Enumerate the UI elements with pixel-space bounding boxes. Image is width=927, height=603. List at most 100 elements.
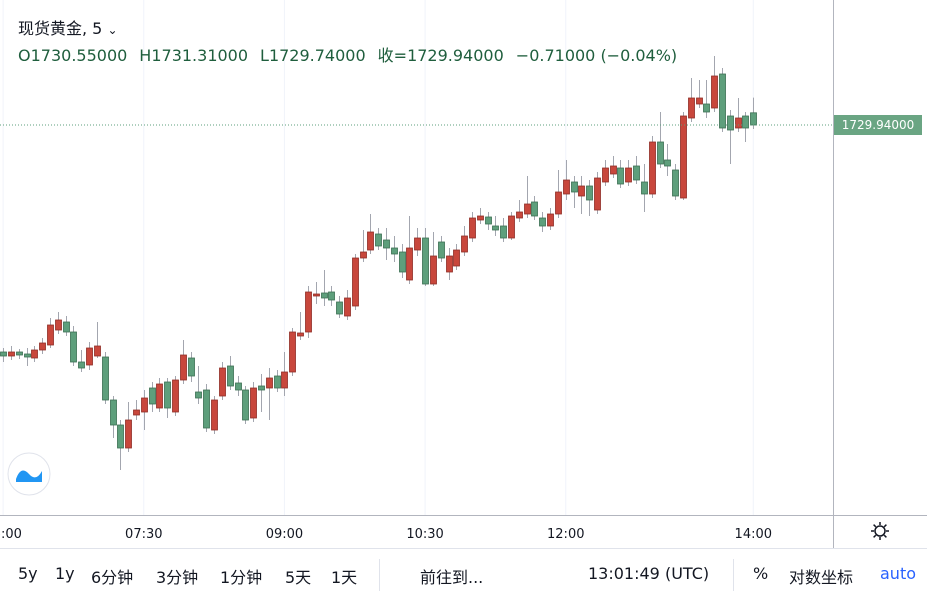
price-label: 1729.94000	[842, 118, 915, 132]
candle-body	[414, 237, 421, 251]
range-button[interactable]: 1y	[55, 564, 75, 583]
candle-body	[0, 351, 7, 357]
candle-body	[508, 215, 515, 239]
range-button[interactable]: 5天	[285, 568, 312, 587]
candle-body	[203, 389, 210, 429]
range-button[interactable]: 5y	[18, 564, 38, 583]
candle-body	[641, 181, 648, 195]
candle-body	[102, 356, 109, 401]
candle-body	[680, 115, 687, 199]
candle-body	[352, 257, 359, 307]
candle-body	[555, 191, 562, 215]
candle-body	[125, 419, 132, 449]
candle-body	[719, 73, 726, 129]
x-tick-label: 07:30	[125, 527, 162, 542]
candle-body	[649, 141, 656, 195]
candle-body	[485, 216, 492, 225]
candle-body	[664, 159, 671, 167]
candle-body	[672, 169, 679, 197]
goto[interactable]: 前往到...	[420, 568, 484, 587]
candle-body	[266, 377, 273, 389]
candle-body	[727, 115, 734, 131]
x-tick-label: 06:00	[0, 527, 22, 542]
candle-body	[321, 292, 328, 299]
candle-body	[305, 291, 312, 333]
candle-body	[250, 387, 257, 419]
candle-body	[149, 387, 156, 405]
range-button[interactable]: 1分钟	[220, 568, 263, 587]
candle-body	[328, 291, 335, 301]
separator	[379, 559, 380, 591]
x-tick-label: 09:00	[266, 527, 303, 542]
candle-body	[180, 354, 187, 381]
candle-body	[539, 217, 546, 227]
log-scale[interactable]: 对数坐标	[789, 568, 854, 587]
price-label-box	[834, 115, 922, 135]
title: 现货黄金, 5	[18, 19, 103, 38]
candle-body	[633, 165, 640, 181]
open: O1730.55000	[18, 46, 128, 65]
candle-body	[47, 324, 54, 346]
x-tick-label: 10:30	[406, 527, 443, 542]
candle-body	[399, 251, 406, 273]
candle-body	[117, 424, 124, 449]
candle-body	[235, 382, 242, 391]
candle-body	[696, 97, 703, 105]
candle-body	[750, 112, 757, 126]
candle-body	[563, 179, 570, 195]
clock: 13:01:49 (UTC)	[588, 564, 710, 583]
candle-body	[172, 379, 179, 413]
high: H1731.31000	[139, 46, 249, 65]
candle-body	[602, 167, 609, 183]
candle-body	[156, 383, 163, 409]
change: −0.71000 (−0.04%)	[515, 46, 678, 65]
candle-body	[703, 103, 710, 113]
close: 收=1729.94000	[377, 46, 504, 65]
candle-body	[219, 367, 226, 397]
candle-body	[55, 319, 62, 331]
settings-icon[interactable]	[871, 522, 889, 540]
candle-body	[610, 165, 617, 175]
candle-body	[446, 255, 453, 273]
percent[interactable]: %	[753, 564, 769, 583]
candle-body	[141, 397, 148, 413]
candle-body	[594, 177, 601, 211]
candle-body	[406, 247, 413, 281]
x-tick-label: 12:00	[547, 527, 584, 542]
separator	[733, 559, 734, 591]
candle-body	[375, 233, 382, 247]
candle-body	[516, 211, 523, 219]
candle-body	[711, 75, 718, 109]
candle-body	[70, 331, 77, 363]
candle-body	[617, 167, 624, 185]
range-button[interactable]: 1天	[331, 568, 358, 587]
candle-body	[94, 345, 101, 357]
candle-body	[164, 381, 171, 409]
candle-body	[344, 297, 351, 317]
candle-body	[258, 385, 265, 391]
candle-body	[242, 389, 249, 421]
logo[interactable]	[7, 452, 51, 496]
ohlc: O1730.55000 H1731.31000 L1729.74000 收=1729.…	[18, 43, 689, 69]
candle-body	[188, 357, 195, 377]
auto-scale[interactable]: auto	[880, 564, 917, 583]
candle-body	[531, 201, 538, 217]
candle-body	[422, 237, 429, 285]
candle-body	[586, 185, 593, 201]
candle-body	[297, 332, 304, 337]
candle-body	[31, 349, 38, 359]
candle-body	[578, 185, 585, 197]
x-tick-label: 14:00	[735, 527, 772, 542]
candle-body	[8, 351, 15, 357]
range-button[interactable]: 3分钟	[156, 568, 199, 587]
candle-body	[16, 351, 23, 356]
candle-body	[24, 353, 31, 358]
candle-body	[78, 361, 85, 369]
candle-body	[547, 213, 554, 227]
candle-body	[469, 217, 476, 239]
symbol-title[interactable]: 现货黄金, 5 ⌄	[18, 19, 118, 38]
candle-body	[195, 391, 202, 399]
candle-body	[336, 301, 343, 315]
range-button[interactable]: 6分钟	[91, 568, 134, 587]
